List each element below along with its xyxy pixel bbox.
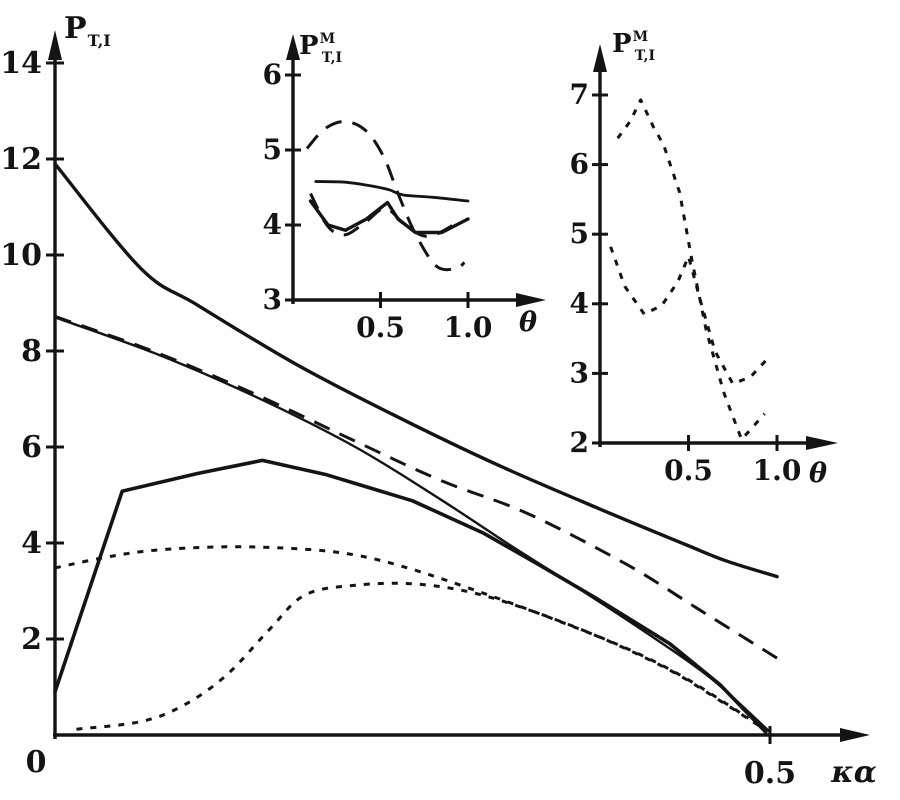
inset2-y-tick-label-6: 6	[570, 148, 589, 181]
inset1-x-tick-label-1.0: 1.0	[444, 311, 493, 344]
inset1-w-solid-curve	[308, 199, 470, 235]
long-dash-curve	[54, 315, 778, 660]
main-y-axis-arrow-icon	[48, 30, 62, 60]
inset2-y-axis-title: PM T,I	[612, 29, 655, 64]
main-y-tick-label-12: 12	[0, 142, 42, 177]
inset2-low-dotted-curve	[609, 246, 770, 386]
upper-short-dash-curve	[54, 545, 750, 720]
inset1-y-axis-title: PM T,I	[299, 31, 342, 66]
inset2-y-tick-label-2: 2	[570, 426, 589, 459]
main-origin-label: 0	[26, 745, 47, 780]
inset2-y-tick-label-7: 7	[570, 78, 589, 111]
main-chart: 2 4 6 8 10 12 14 0.5 0 PT,I κα	[0, 11, 877, 791]
main-y-axis-title: PT,I	[64, 11, 111, 50]
main-y-tick-label-8: 8	[21, 334, 42, 369]
inset1-lower-dash-curve	[309, 192, 461, 238]
inset1-y-tick-label-4: 4	[263, 208, 282, 241]
inset2-x-axis-arrow-icon	[806, 436, 838, 450]
inset2-y-axis-arrow-icon	[593, 44, 607, 72]
main-y-tick-label-6: 6	[21, 430, 42, 465]
inset2-y-tick-label-3: 3	[570, 356, 589, 389]
inset1-x-tick-label-0.5: 0.5	[356, 311, 405, 344]
inset2-y-tick-label-4: 4	[570, 287, 589, 320]
inset1-x-axis-arrow-icon	[516, 293, 546, 307]
inset1-y-axis-arrow-icon	[286, 34, 300, 60]
main-x-axis-title: κα	[830, 755, 877, 790]
inset1-x-axis-title: θ	[519, 307, 537, 338]
mid-solid-curve	[53, 316, 772, 734]
main-y-tick-label-2: 2	[21, 622, 42, 657]
inset1-y-tick-label-6: 6	[263, 58, 282, 91]
inset2-x-tick-label-0.5: 0.5	[664, 454, 713, 487]
lower-short-dash-curve	[76, 581, 767, 732]
main-x-tick-label-0.5: 0.5	[744, 756, 796, 791]
main-y-tick-label-10: 10	[0, 238, 42, 273]
main-y-tick-label-4: 4	[21, 526, 42, 561]
inset2-x-tick-label-1.0: 1.0	[753, 454, 802, 487]
hump-solid-curve	[53, 458, 768, 734]
inset1-y-tick-label-5: 5	[263, 133, 282, 166]
inset2-y-tick-label-5: 5	[570, 217, 589, 250]
inset1-flat-solid-curve	[314, 180, 470, 203]
inset2-x-axis-title: θ	[809, 458, 827, 489]
inset1-y-tick-label-3: 3	[263, 283, 282, 316]
inset1-chart: 3 4 5 6 0.5 1.0 PM T,I θ	[263, 31, 546, 344]
main-y-tick-label-14: 14	[0, 46, 42, 81]
upper-solid-curve	[53, 162, 779, 579]
main-x-axis-arrow-icon	[840, 728, 870, 742]
inset1-upper-dash-curve	[305, 119, 466, 272]
inset2-chart: 2 3 4 5 6 7 0.5 1.0 PM T,I θ	[570, 29, 838, 489]
inset2-tall-dotted-curve	[616, 98, 766, 441]
